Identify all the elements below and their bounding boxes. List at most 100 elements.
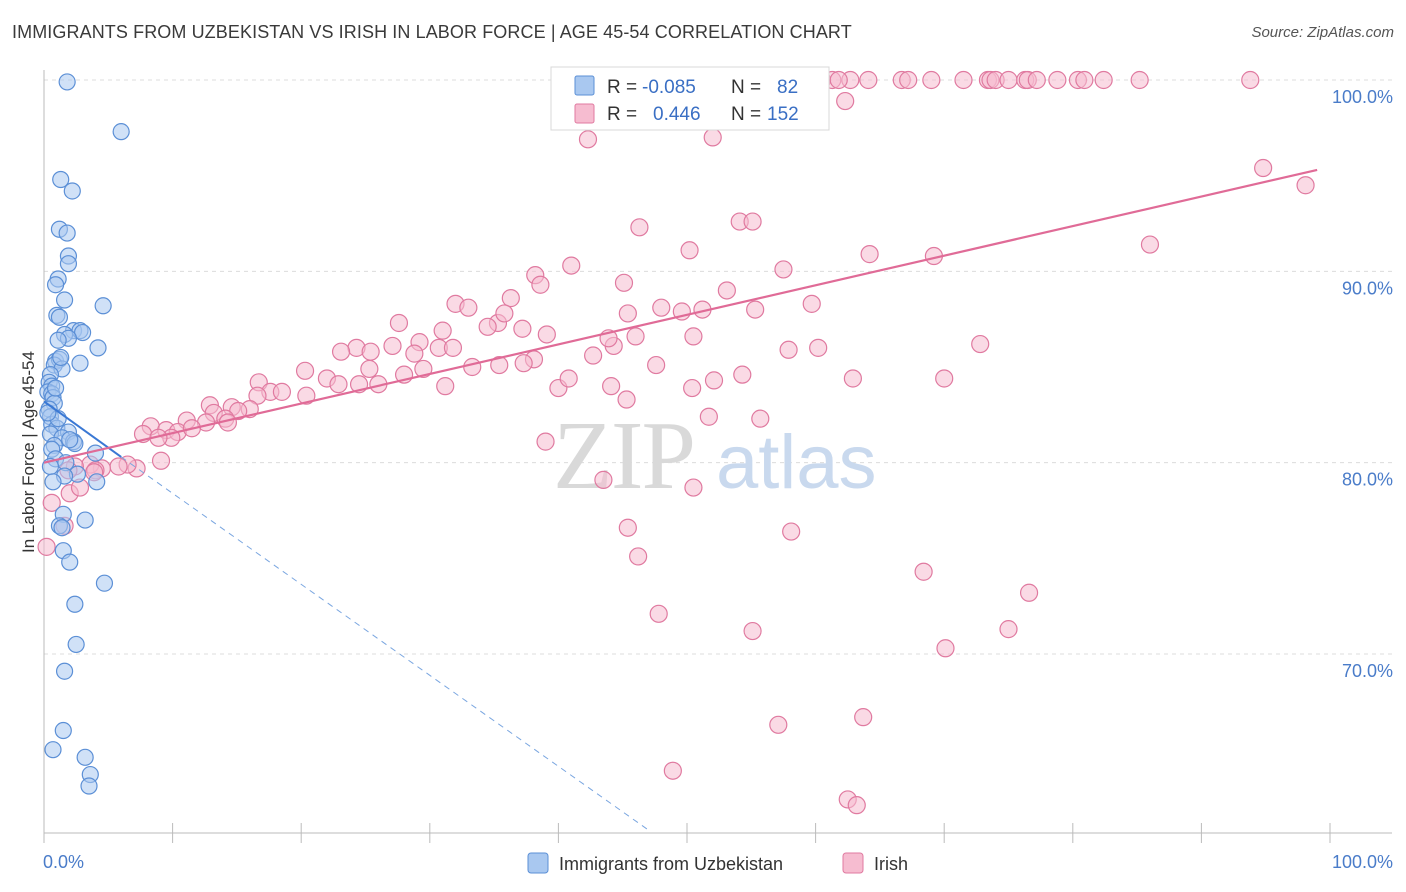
points-uzb-point-63	[76, 748, 94, 766]
legend-swatch-uzbekistan	[574, 75, 595, 96]
trend-line-irish	[43, 168, 1318, 464]
chart-title: IMMIGRANTS FROM UZBEKISTAN VS IRISH IN L…	[12, 22, 852, 42]
points-irish-point-24	[703, 128, 722, 147]
points-irish-point-21	[1241, 70, 1260, 90]
bottom-legend: Immigrants from Uzbekistan Irish	[527, 852, 908, 874]
points-irish-point-33	[774, 260, 793, 279]
x-tick-label-min: 0.0%	[43, 852, 84, 872]
points-irish-point-130	[594, 470, 613, 489]
points-irish-point-18	[1075, 70, 1094, 90]
points-irish-point-25	[1254, 158, 1273, 178]
points-irish-point-105	[151, 451, 171, 470]
points-irish-point-73	[733, 365, 752, 384]
trend-line-uzbekistan-extension	[120, 456, 649, 831]
watermark: ZIP atlas	[553, 402, 877, 510]
points-uzb-point-11	[94, 297, 112, 315]
points-irish-point-43	[618, 304, 637, 323]
points-uzb-point-20	[89, 339, 107, 357]
points-irish-point-145	[584, 346, 603, 365]
legend-r-value-2: 0.446	[653, 104, 701, 125]
series-uzbekistan-points	[39, 73, 130, 795]
points-irish-point-22	[836, 91, 855, 111]
trend-lines	[43, 168, 1318, 831]
points-irish-point-139	[999, 620, 1018, 639]
points-irish-point-133	[782, 522, 801, 541]
legend-swatch-irish	[574, 103, 595, 124]
points-irish-point-61	[405, 344, 424, 363]
points-uzb-point-61	[54, 721, 72, 740]
stats-legend-box	[550, 66, 830, 131]
points-uzb-point-2	[52, 170, 70, 189]
grid-lines	[44, 79, 1392, 655]
points-uzb-point-1	[112, 123, 130, 141]
points-irish-point-38	[717, 281, 736, 300]
points-irish-point-146	[495, 304, 514, 323]
points-irish-point-75	[935, 369, 954, 388]
points-uzb-point-62	[44, 741, 62, 759]
points-irish-point-62	[331, 342, 351, 361]
points-irish-point-19	[1094, 70, 1113, 90]
points-uzb-point-0	[58, 73, 76, 91]
points-irish-point-45	[746, 300, 765, 319]
points-irish-point-80	[602, 377, 621, 396]
bottom-legend-swatch-uzbekistan	[527, 852, 549, 874]
points-irish-point-126	[652, 298, 671, 317]
points-uzb-point-60	[55, 662, 74, 680]
points-irish-point-32	[680, 241, 699, 260]
legend-n-label-2: N =	[731, 104, 761, 125]
watermark-zip: ZIP	[553, 402, 694, 510]
points-irish-point-76	[843, 369, 862, 388]
legend-n-label-1: N =	[731, 77, 761, 98]
points-uzb-point-70	[46, 379, 65, 397]
points-irish-point-23	[578, 130, 598, 149]
points-uzb-point-19	[49, 331, 67, 349]
points-uzb-point-57	[95, 574, 114, 592]
points-irish-point-20	[1130, 70, 1149, 90]
points-irish-point-42	[459, 298, 478, 317]
points-irish-point-39	[501, 289, 520, 308]
legend-r-label-1: R =	[607, 77, 637, 98]
points-irish-point-66	[490, 355, 509, 375]
points-irish-point-68	[360, 359, 379, 379]
points-irish-point-117	[42, 493, 61, 512]
points-irish-point-108	[109, 457, 128, 476]
points-irish-point-131	[684, 478, 703, 497]
legend-r-value-1: -0.085	[642, 77, 696, 98]
points-irish-point-120	[536, 432, 555, 451]
legend-n-value-2: 152	[767, 104, 799, 125]
points-irish-point-135	[1019, 583, 1039, 602]
points-irish-point-129	[618, 518, 637, 537]
x-tick-label-max: 100.0%	[1332, 852, 1393, 872]
y-axis-title: In Labor Force | Age 45-54	[19, 351, 38, 553]
points-irish-point-16	[1048, 70, 1067, 90]
points-irish-point-69	[295, 361, 315, 380]
points-irish-point-93	[617, 390, 636, 409]
points-irish-point-57	[383, 336, 402, 356]
y-tick-label-70: 70.0%	[1342, 661, 1393, 681]
points-irish-point-138	[936, 639, 955, 658]
points-irish-point-28	[743, 212, 762, 231]
points-irish-point-36	[531, 275, 550, 294]
points-irish-point-60	[361, 342, 380, 361]
points-irish-point-34	[562, 256, 581, 275]
points-irish-point-29	[630, 218, 649, 237]
points-uzb-point-58	[66, 595, 84, 613]
y-tick-label-80: 80.0%	[1342, 470, 1393, 490]
points-irish-point-30	[1140, 235, 1160, 254]
bottom-legend-label-irish: Irish	[874, 854, 908, 874]
points-irish-point-3	[829, 70, 848, 90]
points-uzb-point-50	[44, 473, 62, 491]
points-uzb-point-13	[50, 308, 69, 326]
points-irish-point-132	[629, 547, 648, 566]
points-irish-point-122	[779, 340, 798, 359]
points-irish-point-64	[514, 354, 533, 373]
legend-r-label-2: R =	[607, 104, 637, 125]
points-irish-point-12	[999, 70, 1018, 90]
points-uzb-point-65	[80, 777, 98, 795]
points-irish-point-37	[614, 273, 634, 292]
points-irish-point-141	[854, 708, 873, 727]
y-tick-label-90: 90.0%	[1342, 278, 1393, 298]
points-uzb-point-7	[59, 255, 78, 273]
points-irish-point-136	[649, 604, 668, 623]
